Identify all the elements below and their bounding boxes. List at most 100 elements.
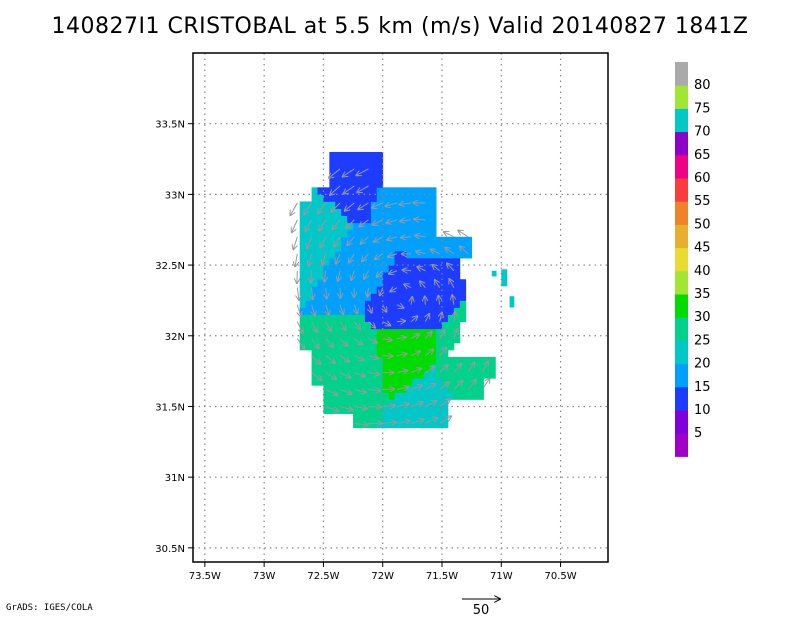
wind-cell [418,194,425,202]
wind-cell [424,243,431,252]
wind-cell [406,229,413,238]
wind-cell [359,349,366,358]
wind-cell [418,406,425,414]
wind-cell [412,279,419,287]
wind-cell [394,194,401,202]
wind-cell [353,371,360,379]
wind-cell [299,335,307,344]
wind-cell [370,314,378,323]
wind-cell [359,250,366,259]
wind-cell [317,194,324,202]
wind-cell [447,364,455,372]
wind-cell [424,286,431,294]
wind-cell [299,258,307,266]
wind-cell [406,328,413,337]
wind-vector [354,390,366,393]
wind-cell [353,342,360,351]
wind-cell [317,279,324,287]
wind-cell [329,201,336,209]
wind-cell [442,250,449,259]
wind-cell [382,328,390,337]
wind-cell [347,243,354,252]
y-tick-label: 32N [165,332,185,343]
wind-cell [447,371,455,379]
wind-vector [353,321,360,329]
wind-cell [442,236,449,245]
wind-cell [447,236,455,245]
x-tick-label: 73W [253,571,276,582]
wind-vector [325,355,335,363]
wind-cell [376,342,384,351]
wind-vector [454,312,455,322]
wind-vector [444,232,455,238]
wind-cell [370,356,378,365]
wind-cell [329,385,336,393]
wind-cell [406,265,413,273]
wind-cell [430,356,437,365]
wind-cell [400,258,407,266]
wind-vector [453,381,463,390]
wind-cell [382,215,390,224]
wind-vector [425,418,437,424]
wind-cell [376,194,384,202]
wind-cell [311,335,318,344]
wind-cell [442,314,449,323]
wind-cell [406,314,413,323]
wind-cell [447,272,455,280]
wind-cell [335,286,342,294]
wind-cell [364,243,372,252]
wind-vector [297,287,298,300]
wind-vector [326,304,329,315]
wind-cell [370,151,378,160]
wind-vector [396,421,410,424]
wind-cell [359,180,366,188]
wind-cell [341,293,348,301]
wind-cell [376,208,384,216]
wind-vector [368,321,375,328]
wind-cell [341,385,348,393]
wind-cell [353,250,360,259]
wind-cell [424,265,431,273]
wind-vector [324,270,325,282]
wind-cell [311,243,318,252]
wind-cell [447,258,455,266]
wind-cell [394,378,401,386]
wind-vector [425,349,433,356]
wind-vector [390,288,398,292]
wind-cell [442,392,449,400]
wind-cell [305,342,312,351]
wind-cell [323,356,330,365]
wind-cell [353,272,360,280]
wind-cell [453,272,461,280]
wind-vector [410,385,422,389]
x-tick-label: 71W [490,571,513,582]
wind-cell [370,420,378,429]
wind-cell [311,328,318,337]
wind-cell [406,215,413,224]
wind-cell [329,378,336,386]
wind-cell [382,222,390,231]
wind-cell [305,272,312,280]
wind-vector [296,338,304,349]
wind-cell [394,406,401,414]
wind-cell [370,286,378,294]
wind-cell [412,328,419,337]
wind-cell [453,279,461,287]
colorbar-swatch [675,62,688,86]
wind-cell [370,279,378,287]
colorbar-label: 25 [694,333,711,348]
wind-cell [471,356,478,365]
wind-cell [341,378,348,386]
wind-cell [442,420,449,429]
wind-cell [329,364,336,372]
wind-vector [368,339,377,343]
wind-cell [335,385,342,393]
wind-vector [382,389,395,390]
wind-cell [424,356,431,365]
wind-cell [341,272,348,280]
wind-cell [359,307,366,315]
colorbar-swatch [675,270,688,295]
wind-cell [335,243,342,252]
wind-cell [436,314,443,323]
